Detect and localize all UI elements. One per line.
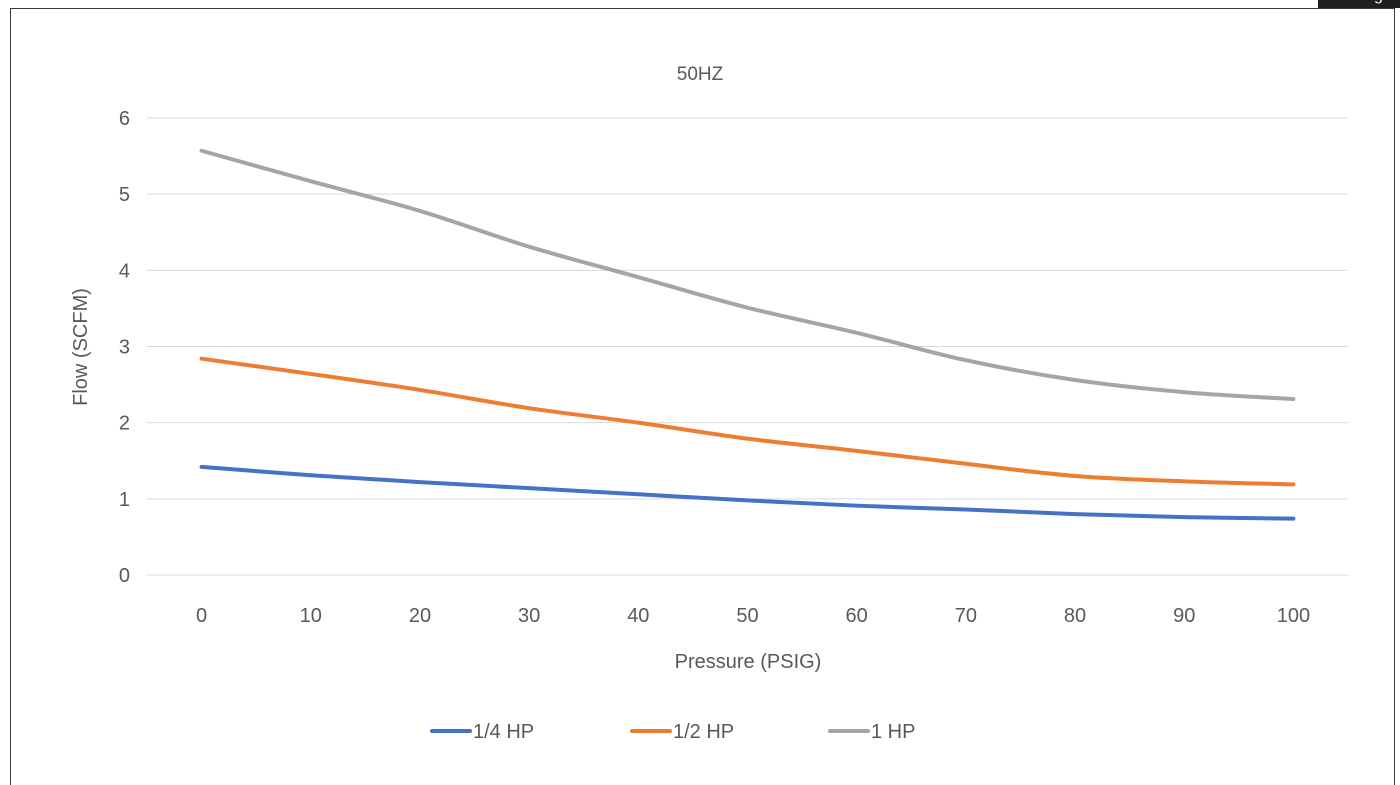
x-tick-label: 10 [300,605,322,627]
series-line-1 [199,356,1296,487]
corner-tab-label: g [1374,0,1383,4]
x-axis-title: Pressure (PSIG) [675,651,822,673]
y-tick-label: 3 [119,337,130,359]
chart-title: 50HZ [677,64,724,85]
x-tick-label: 100 [1277,605,1310,627]
x-tick-label: 40 [627,605,649,627]
x-tick-label: 30 [518,605,540,627]
legend-item[interactable]: 1/2 HP [630,721,734,743]
x-tick-label: 60 [846,605,868,627]
legend-label-1-4-hp: 1/4 HP [473,721,534,743]
chart-frame [10,8,1395,785]
y-tick-label: 2 [119,413,130,435]
x-tick-label: 50 [736,605,758,627]
corner-tab: g [1318,0,1400,8]
legend-label-1-hp: 1 HP [871,721,915,743]
legend-item[interactable]: 1 HP [828,721,915,743]
series-line-0 [199,464,1296,521]
legend-label-1-2-hp: 1/2 HP [673,721,734,743]
y-axis-ticks: 0 1 2 3 4 5 6 [119,108,130,587]
legend-item[interactable]: 1/4 HP [430,721,534,743]
y-axis-title: Flow (SCFM) [70,288,92,406]
y-tick-label: 6 [119,108,130,130]
y-tick-label: 5 [119,184,130,206]
series-line-2 [199,148,1296,402]
x-tick-label: 80 [1064,605,1086,627]
x-tick-label: 20 [409,605,431,627]
x-axis-ticks: 0 10 20 30 40 50 60 70 80 90 100 [196,605,1310,627]
legend: 1/4 HP 1/2 HP 1 HP [430,721,915,743]
x-tick-label: 70 [955,605,977,627]
x-tick-label: 90 [1173,605,1195,627]
x-tick-label: 0 [196,605,207,627]
y-tick-label: 0 [119,565,130,587]
series-lines [199,148,1296,521]
y-tick-label: 1 [119,489,130,511]
y-tick-label: 4 [119,260,130,282]
